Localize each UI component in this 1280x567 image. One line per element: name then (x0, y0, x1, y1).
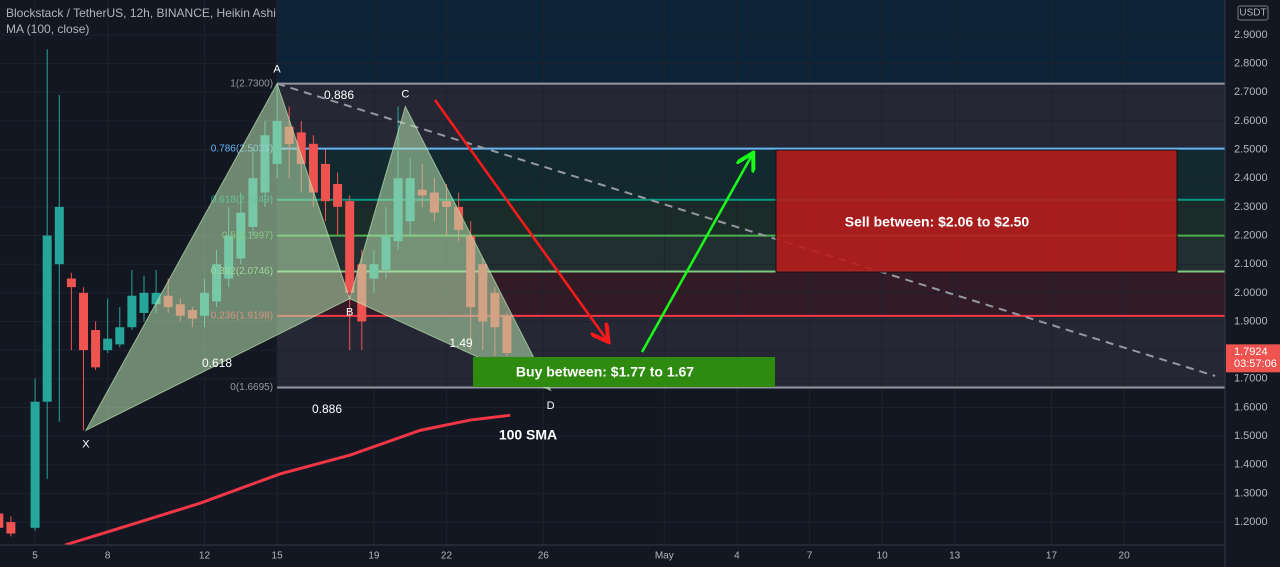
axes: 1.20001.30001.40001.50001.60001.70001.80… (32, 29, 1280, 562)
candle-body (42, 235, 52, 402)
x-tick-label: 4 (734, 551, 740, 562)
ma-label: 100 SMA (499, 427, 557, 443)
y-tick-label: 2.4000 (1234, 172, 1268, 184)
candle-body (30, 401, 40, 528)
zone (277, 0, 1225, 84)
buy-box (473, 357, 775, 387)
pattern-point-label: A (273, 64, 281, 76)
candle-body (127, 295, 137, 328)
y-tick-label: 1.5000 (1234, 430, 1268, 442)
ratio: 0.886 (312, 402, 342, 416)
y-tick-label: 2.6000 (1234, 115, 1268, 127)
pattern-point-label: C (401, 88, 409, 100)
x-tick-label: 12 (199, 551, 211, 562)
sell-text: Sell between: $2.06 to $2.50 (845, 214, 1030, 230)
y-tick-label: 2.2000 (1234, 229, 1268, 241)
pattern-triangle (84, 82, 351, 432)
candle-body (6, 522, 16, 534)
overlay: 1(2.7300)0.786(2.5033)0.618(2.3249)0.5(2… (82, 64, 1216, 450)
price-axis (1225, 0, 1280, 567)
y-tick-label: 2.1000 (1234, 258, 1268, 270)
x-tick-label: 7 (807, 551, 813, 562)
x-tick-label: 20 (1119, 551, 1131, 562)
ratio: 0.618 (202, 356, 232, 370)
x-tick-label: 17 (1046, 551, 1058, 562)
currency: USDT (1239, 8, 1266, 19)
candle-body (308, 143, 318, 193)
ratio: 1.49 (449, 336, 473, 350)
y-tick-label: 1.9000 (1234, 315, 1268, 327)
pattern-triangle (349, 105, 552, 392)
y-tick-label: 2.0000 (1234, 287, 1268, 299)
y-tick-label: 2.7000 (1234, 86, 1268, 98)
x-tick-label: 10 (877, 551, 889, 562)
fib-label: 0(1.6695) (230, 382, 273, 393)
price-tag (1226, 344, 1280, 373)
y-tick-label: 1.6000 (1234, 401, 1268, 413)
candle-body (78, 292, 88, 351)
candle-body (66, 278, 76, 288)
indicator-legend: MA (100, close) (6, 22, 89, 36)
trendline (276, 82, 1216, 377)
y-tick-label: 2.8000 (1234, 58, 1268, 70)
pattern-point-label: D (547, 400, 555, 412)
candle-body (103, 338, 113, 351)
x-tick-label: 13 (949, 551, 961, 562)
candle-body (320, 163, 330, 202)
candle-body (0, 513, 4, 528)
candle-body (151, 292, 161, 305)
y-tick-label: 2.3000 (1234, 201, 1268, 213)
x-tick-label: 15 (272, 551, 284, 562)
y-tick-label: 1.7000 (1234, 373, 1268, 385)
down-arrow (433, 99, 607, 340)
fib-label: 1(2.7300) (230, 78, 273, 89)
y-tick-label: 1.3000 (1234, 487, 1268, 499)
ratio: 0.886 (324, 88, 354, 102)
ma-line (64, 413, 511, 547)
y-tick-label: 2.5000 (1234, 143, 1268, 155)
candle-body (91, 330, 101, 368)
y-tick-label: 1.2000 (1234, 516, 1268, 528)
x-tick-label: 19 (368, 551, 380, 562)
x-tick-label: 5 (32, 551, 38, 562)
buy-text: Buy between: $1.77 to 1.67 (516, 364, 694, 380)
candle-body (115, 327, 125, 345)
time-axis (0, 545, 1225, 567)
countdown: 03:57:06 (1234, 358, 1277, 370)
x-tick-label: 22 (441, 551, 453, 562)
candle-body (54, 206, 64, 265)
zone (277, 83, 1225, 149)
candle-body (333, 183, 343, 207)
pattern-point-label: B (346, 306, 353, 318)
chart-title: Blockstack / TetherUS, 12h, BINANCE, Hei… (6, 6, 276, 20)
x-tick-label: 26 (538, 551, 550, 562)
pattern-point-label: X (82, 438, 90, 450)
up-arrow (640, 155, 752, 353)
candle-body (345, 201, 355, 293)
candle-body (139, 292, 149, 313)
x-tick-label: May (655, 551, 674, 562)
y-tick-label: 1.4000 (1234, 459, 1268, 471)
sell-box (775, 149, 1178, 273)
y-tick-label: 2.9000 (1234, 29, 1268, 41)
candle-body (296, 132, 306, 164)
currency-badge (1237, 5, 1269, 21)
x-tick-label: 8 (105, 551, 111, 562)
price-tag-label: 1.7924 (1234, 346, 1268, 358)
